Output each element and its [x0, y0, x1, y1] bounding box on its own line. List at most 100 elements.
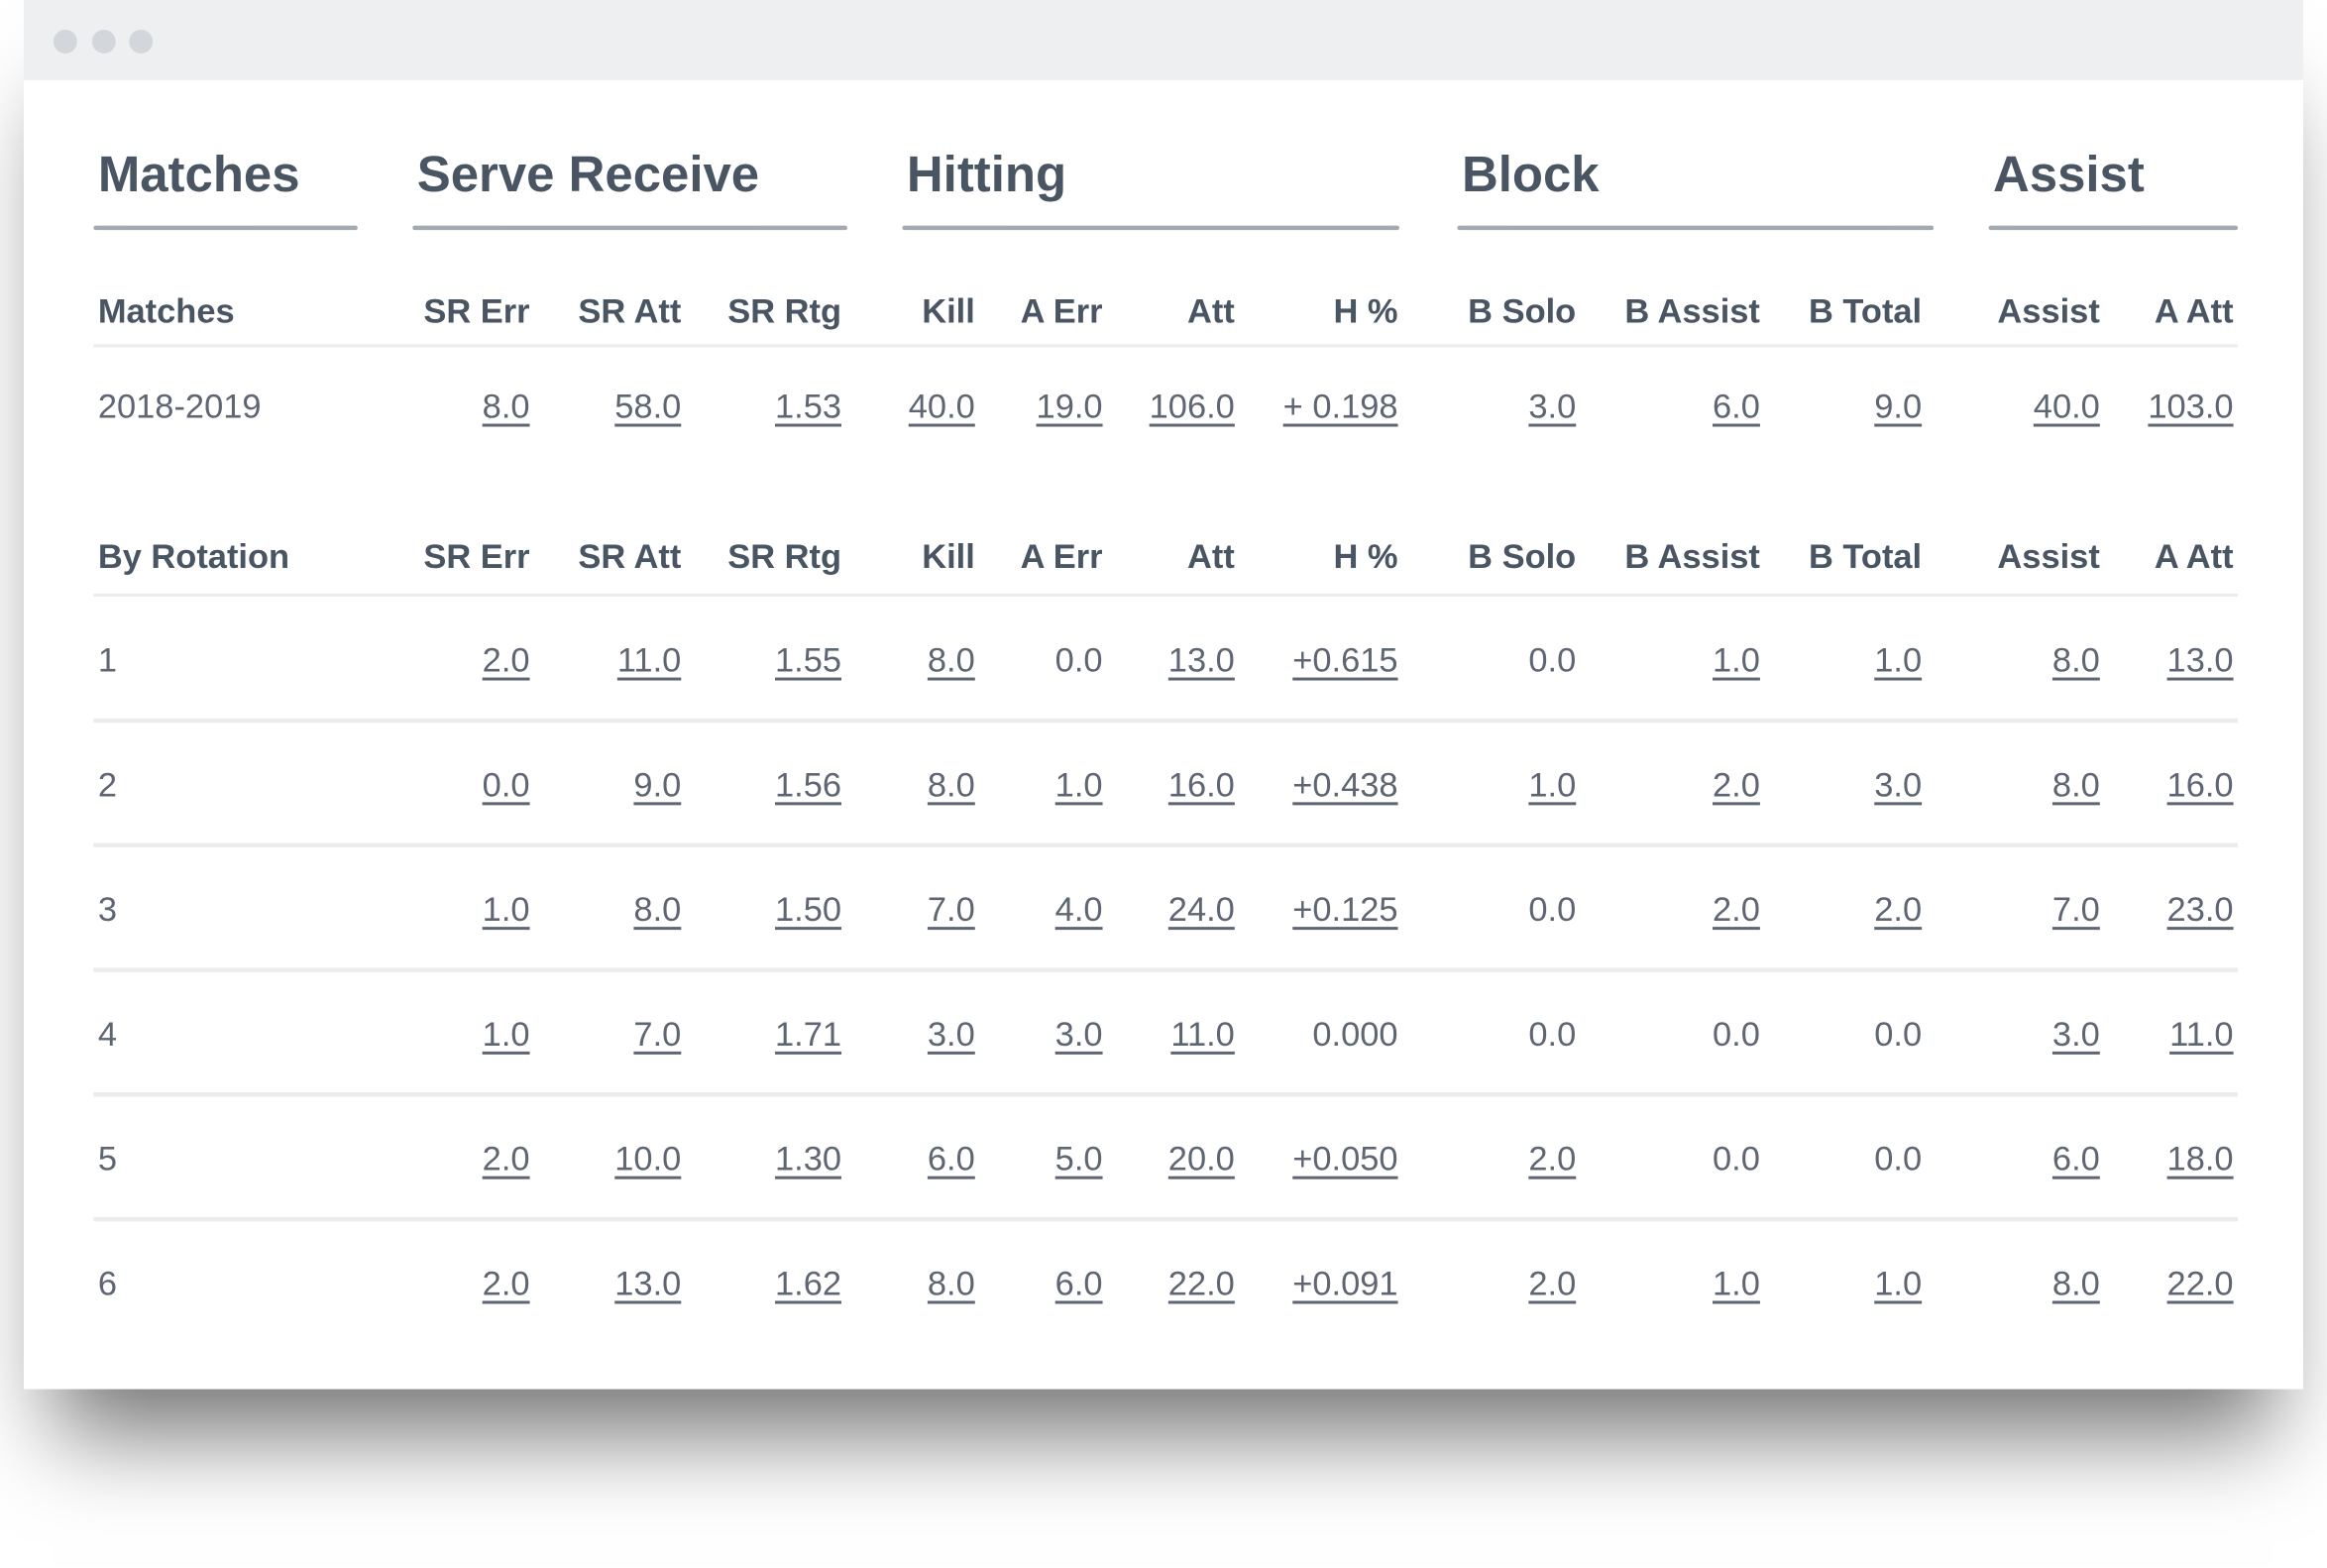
stat-link[interactable]: 1.0	[1054, 764, 1103, 804]
row-label: 2018-2019	[97, 387, 262, 426]
stat-value: 0.000	[1312, 1014, 1398, 1054]
group-underline	[93, 225, 358, 231]
stat-link[interactable]: 11.0	[2169, 1014, 2234, 1054]
stat-link[interactable]: 6.0	[1054, 1264, 1103, 1302]
group-underline	[412, 225, 848, 231]
stat-link[interactable]: 1.0	[1528, 764, 1577, 804]
stat-link[interactable]: 23.0	[2166, 889, 2234, 929]
row-label: 3	[97, 889, 117, 929]
stat-link[interactable]: +0.091	[1292, 1264, 1398, 1302]
stat-link[interactable]: 3.0	[1874, 764, 1923, 804]
stat-link[interactable]: 3.0	[1054, 1014, 1103, 1054]
stat-link[interactable]: 24.0	[1167, 889, 1235, 929]
stat-link[interactable]: 8.0	[927, 1264, 975, 1302]
stat-link[interactable]: 2.0	[1874, 889, 1923, 929]
stat-link[interactable]: 5.0	[1054, 1139, 1103, 1178]
column-header: B Total	[1808, 536, 1923, 576]
stat-link[interactable]: 8.0	[927, 764, 975, 804]
stat-link[interactable]: 8.0	[633, 889, 682, 929]
group-underline	[1457, 225, 1935, 231]
stat-link[interactable]: 8.0	[2051, 640, 2100, 680]
stat-link[interactable]: 2.0	[1713, 889, 1760, 929]
stat-link[interactable]: 2.0	[482, 1264, 530, 1302]
stat-link[interactable]: 18.0	[2166, 1139, 2234, 1178]
browser-window: Matches Serve Receive Hitting Block Assist Ma…	[23, 0, 2303, 1390]
stat-link[interactable]: 8.0	[482, 387, 530, 426]
stat-link[interactable]: 19.0	[1036, 387, 1103, 426]
column-header: SR Rtg	[727, 536, 842, 576]
stat-link[interactable]: 40.0	[908, 387, 975, 426]
stat-link[interactable]: 1.0	[482, 889, 530, 929]
column-header: B Assist	[1624, 536, 1760, 576]
stat-link[interactable]: 22.0	[1167, 1264, 1235, 1302]
stat-link[interactable]: 1.62	[774, 1264, 842, 1302]
stat-link[interactable]: 1.0	[1874, 1264, 1923, 1302]
stat-link[interactable]: 11.0	[1170, 1014, 1235, 1054]
column-header: B Assist	[1624, 291, 1760, 331]
stat-link[interactable]: 6.0	[927, 1139, 975, 1178]
stat-link[interactable]: 3.0	[2051, 1014, 2100, 1054]
stat-link[interactable]: 22.0	[2166, 1264, 2234, 1302]
stat-link[interactable]: 3.0	[927, 1014, 975, 1054]
stat-link[interactable]: 1.0	[1713, 1264, 1760, 1302]
stat-link[interactable]: 2.0	[1528, 1139, 1577, 1178]
stat-link[interactable]: 8.0	[927, 640, 975, 680]
column-header: SR Att	[578, 536, 682, 576]
stat-link[interactable]: +0.615	[1292, 640, 1398, 680]
stat-link[interactable]: 9.0	[633, 764, 682, 804]
stat-link[interactable]: +0.438	[1292, 764, 1398, 804]
stat-link[interactable]: +0.125	[1292, 889, 1398, 929]
stat-link[interactable]: 2.0	[482, 1139, 530, 1178]
stat-link[interactable]: 58.0	[614, 387, 682, 426]
column-header: SR Err	[423, 291, 530, 331]
stat-link[interactable]: 7.0	[2051, 889, 2100, 929]
stat-value: 0.0	[1713, 1139, 1760, 1178]
stat-link[interactable]: 8.0	[2051, 764, 2100, 804]
row-label: 6	[97, 1264, 117, 1302]
stat-link[interactable]: 8.0	[2051, 1264, 2100, 1302]
column-header: A Err	[1020, 536, 1103, 576]
group-title: Serve Receive	[416, 147, 760, 204]
stat-link[interactable]: 4.0	[1054, 889, 1103, 929]
stat-link[interactable]: 16.0	[2166, 764, 2234, 804]
stat-link[interactable]: 106.0	[1149, 387, 1235, 426]
stat-link[interactable]: 0.0	[482, 764, 530, 804]
stat-link[interactable]: 1.55	[774, 640, 842, 680]
stat-link[interactable]: 16.0	[1167, 764, 1235, 804]
stat-link[interactable]: 40.0	[2033, 387, 2100, 426]
stat-link[interactable]: 13.0	[2166, 640, 2234, 680]
stat-link[interactable]: 1.30	[774, 1139, 842, 1178]
stat-link[interactable]: 1.0	[1713, 640, 1760, 680]
stat-link[interactable]: 2.0	[1713, 764, 1760, 804]
stat-link[interactable]: 1.0	[482, 1014, 530, 1054]
stat-link[interactable]: 1.53	[774, 387, 842, 426]
window-dot	[53, 29, 77, 54]
row-divider	[93, 967, 2239, 972]
stat-link[interactable]: 3.0	[1528, 387, 1577, 426]
stat-link[interactable]: +0.050	[1292, 1139, 1398, 1178]
stat-link[interactable]: 6.0	[1713, 387, 1760, 426]
stat-link[interactable]: 10.0	[614, 1139, 682, 1178]
stat-link[interactable]: 20.0	[1167, 1139, 1235, 1178]
stat-value: 0.0	[1713, 1014, 1760, 1054]
stat-link[interactable]: 2.0	[482, 640, 530, 680]
stat-link[interactable]: 7.0	[633, 1014, 682, 1054]
stat-link[interactable]: 1.0	[1874, 640, 1923, 680]
stat-link[interactable]: 11.0	[616, 640, 682, 680]
stat-link[interactable]: 6.0	[2051, 1139, 2100, 1178]
stat-link[interactable]: 7.0	[927, 889, 975, 929]
stat-value: 0.0	[1874, 1014, 1923, 1054]
stat-link[interactable]: 2.0	[1528, 1264, 1577, 1302]
stat-link[interactable]: 13.0	[1167, 640, 1235, 680]
stat-link[interactable]: 1.50	[774, 889, 842, 929]
column-header: Assist	[1997, 291, 2100, 331]
column-header: B Solo	[1468, 291, 1577, 331]
stat-link[interactable]: 13.0	[614, 1264, 682, 1302]
stat-link[interactable]: + 0.198	[1282, 387, 1398, 426]
stat-link[interactable]: 9.0	[1874, 387, 1923, 426]
stat-link[interactable]: 103.0	[2148, 387, 2234, 426]
stat-link[interactable]: 1.71	[774, 1014, 842, 1054]
column-header: A Att	[2154, 291, 2234, 331]
stat-link[interactable]: 1.56	[774, 764, 842, 804]
